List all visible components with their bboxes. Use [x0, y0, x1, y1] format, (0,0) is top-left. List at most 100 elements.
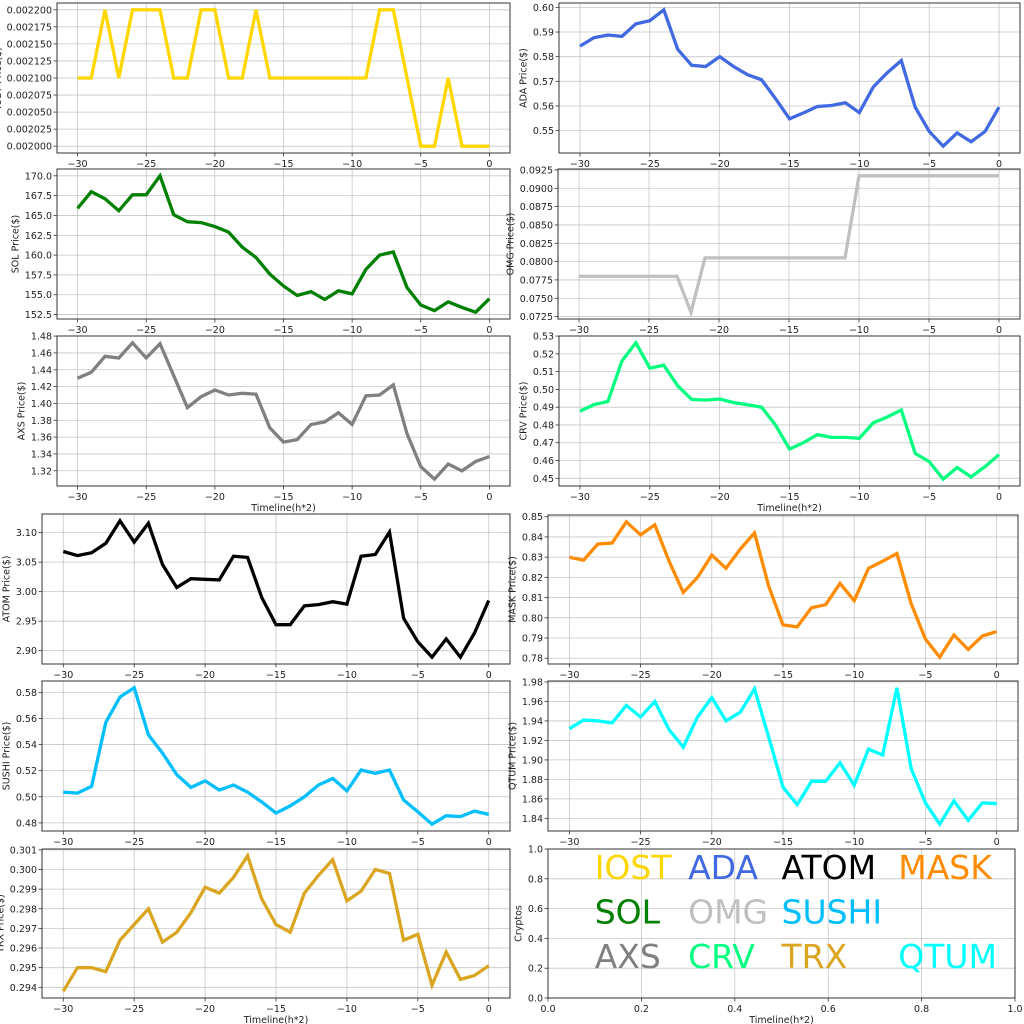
- legend-label-sol: SOL: [595, 893, 661, 932]
- x-tick-label: −20: [710, 492, 730, 503]
- y-tick-label: 0.0800: [520, 257, 553, 268]
- legend-label-atom: ATOM: [782, 848, 877, 887]
- axes-frame: [547, 848, 1016, 999]
- y-tick-label: 0.0850: [520, 220, 553, 231]
- y-tick-label: 0.45: [533, 474, 554, 485]
- x-axis-label: Timeline(h*2): [756, 503, 822, 514]
- x-tick-label: −30: [569, 325, 589, 336]
- x-tick-label: −30: [53, 670, 73, 681]
- y-tick-label: 1.44: [31, 365, 52, 376]
- x-tick-label: −10: [849, 325, 869, 336]
- x-tick-label: −25: [639, 325, 659, 336]
- panel-crv: −30 −25 −20 −15 −10 −5 0 0.45 0.46 0.47 0.48 0.49 0.…: [518, 332, 1021, 514]
- x-tick-label: 0: [486, 325, 492, 336]
- x-tick-label: −25: [631, 670, 651, 681]
- x-tick-label: 0: [486, 159, 492, 170]
- y-tick-label: 0.0775: [520, 275, 553, 286]
- atom-price-line: [62, 517, 491, 661]
- y-tick-label: 3.00: [16, 587, 37, 598]
- x-tick-label: −20: [195, 837, 215, 848]
- x-tick-label: −10: [844, 837, 864, 848]
- y-tick-label: 1.96: [522, 697, 543, 708]
- y-tick-label: 167.5: [25, 191, 52, 202]
- y-tick-label: 0.002200: [7, 5, 52, 16]
- y-axis-label: TRX Price($): [0, 894, 7, 954]
- y-tick-label: 0.52: [16, 766, 37, 777]
- x-tick-label: −25: [136, 492, 156, 503]
- x-tick-label: 0: [994, 837, 1000, 848]
- y-tick-label: 0.0: [528, 994, 543, 1005]
- x-tick-label: 0.4: [727, 1004, 742, 1015]
- y-tick-label: 0.294: [10, 983, 37, 994]
- x-tick-label: −10: [849, 159, 869, 170]
- y-tick-label: 0.002125: [7, 56, 52, 67]
- x-tick-label: −10: [844, 670, 864, 681]
- axes-frame: [41, 513, 511, 665]
- y-tick-label: 0.46: [533, 456, 554, 467]
- x-tick-label: −5: [414, 325, 428, 336]
- y-axis-label: QTUM Price($): [507, 722, 518, 790]
- x-tick-label: −30: [53, 837, 73, 848]
- x-tick-label: −25: [124, 1004, 144, 1015]
- y-tick-label: 0.0725: [520, 312, 553, 323]
- y-tick-label: 0.79: [522, 634, 543, 645]
- x-tick-label: −20: [195, 1004, 215, 1015]
- y-tick-label: 0.47: [533, 438, 554, 449]
- x-tick-label: −5: [414, 159, 428, 170]
- omg-price-line: [579, 174, 999, 318]
- y-tick-label: 1.94: [522, 716, 543, 727]
- ada-price-line: [579, 7, 1001, 149]
- legend-label-ada: ADA: [688, 848, 758, 887]
- y-tick-label: 157.5: [25, 270, 52, 281]
- crv-price-line: [579, 339, 1001, 482]
- x-axis-label: Timeline(h*2): [748, 1015, 814, 1024]
- y-tick-label: 0.0925: [520, 165, 553, 176]
- x-tick-label: −15: [773, 670, 793, 681]
- axes-frame: [547, 680, 1019, 832]
- x-tick-label: −25: [136, 159, 156, 170]
- y-tick-label: 0.0875: [520, 202, 553, 213]
- x-tick-label: −30: [68, 492, 88, 503]
- axes-frame: [558, 2, 1021, 154]
- x-tick-label: −15: [266, 1004, 286, 1015]
- y-tick-label: 0.300: [10, 865, 37, 876]
- y-tick-label: 3.10: [16, 528, 37, 539]
- legend-label-axs: AXS: [595, 937, 661, 976]
- x-tick-label: −15: [273, 325, 293, 336]
- y-tick-label: 0.50: [533, 385, 554, 396]
- x-tick-label: −10: [342, 159, 362, 170]
- y-tick-label: 0.58: [533, 52, 554, 63]
- x-tick-label: −5: [411, 837, 425, 848]
- y-tick-label: 0.78: [522, 654, 543, 665]
- x-tick-label: −5: [922, 159, 936, 170]
- y-tick-label: 170.0: [25, 171, 52, 182]
- x-tick-label: −20: [702, 837, 722, 848]
- y-tick-label: 160.0: [25, 251, 52, 262]
- y-tick-label: 1.34: [31, 449, 52, 460]
- y-tick-label: 0.54: [16, 740, 37, 751]
- y-tick-label: 1.32: [31, 466, 52, 477]
- y-tick-label: 0.0750: [520, 294, 553, 305]
- x-tick-label: 0.0: [540, 1004, 555, 1015]
- x-tick-label: −15: [779, 325, 799, 336]
- x-tick-label: −10: [342, 325, 362, 336]
- y-tick-label: 1.38: [31, 416, 52, 427]
- x-tick-label: −30: [53, 1004, 73, 1015]
- legend-label-qtum: QTUM: [898, 937, 997, 976]
- y-axis-label: Cryptos: [513, 905, 524, 942]
- x-tick-label: −25: [136, 325, 156, 336]
- y-tick-label: 165.0: [25, 211, 52, 222]
- qtum-price-line: [568, 684, 997, 828]
- x-tick-label: −5: [922, 325, 936, 336]
- y-tick-label: 0.53: [533, 332, 554, 343]
- x-tick-label: −25: [631, 837, 651, 848]
- y-tick-label: 0.49: [533, 403, 554, 414]
- y-axis-label: OMG Price($): [506, 213, 517, 276]
- x-tick-label: −5: [918, 670, 932, 681]
- y-tick-label: 0.299: [10, 885, 37, 896]
- y-tick-label: 1.98: [522, 677, 543, 688]
- axes-frame: [547, 514, 1019, 665]
- x-tick-label: −20: [710, 159, 730, 170]
- y-tick-label: 2.90: [16, 646, 37, 657]
- y-tick-label: 1.40: [31, 399, 52, 410]
